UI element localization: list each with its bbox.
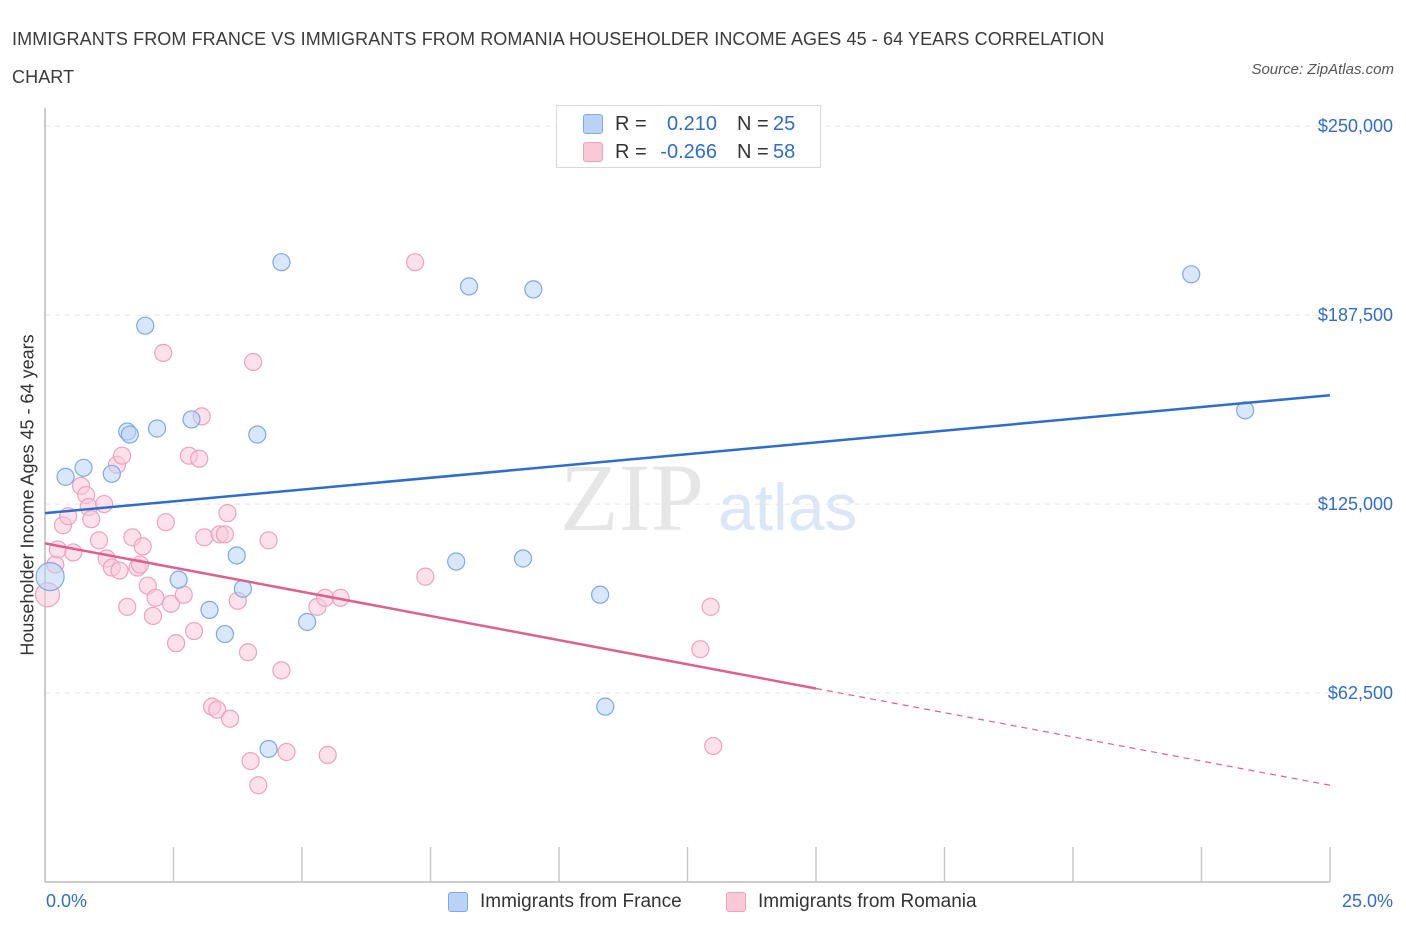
france-point xyxy=(596,697,615,716)
legend-row-france: R = 0.210 N = 25 xyxy=(583,111,795,137)
y-tick-label: $250,000 xyxy=(1318,116,1393,136)
y-tick-label: $62,500 xyxy=(1328,683,1393,703)
romania-point xyxy=(208,700,227,719)
romania-point xyxy=(704,736,723,756)
france-legend-swatch xyxy=(448,892,468,912)
romania-point xyxy=(259,531,278,550)
france-point xyxy=(447,552,466,571)
france-point xyxy=(248,425,267,444)
france-point xyxy=(74,458,93,477)
romania-point xyxy=(154,343,173,362)
france-point xyxy=(1182,265,1201,284)
france-point xyxy=(259,739,278,759)
france-point xyxy=(200,600,219,619)
france-point xyxy=(56,467,75,486)
y-axis-label: Householder Income Ages 45 - 64 years xyxy=(17,334,38,656)
romania-swatch xyxy=(583,142,603,162)
france-legend-label: Immigrants from France xyxy=(480,891,682,912)
romania-point xyxy=(82,510,101,529)
france-swatch xyxy=(583,114,603,134)
romania-trend-extension xyxy=(815,687,1331,786)
france-point xyxy=(272,253,291,272)
romania-point xyxy=(318,745,337,765)
romania-point xyxy=(701,597,720,616)
romania-point xyxy=(112,446,132,465)
france-point xyxy=(227,546,246,565)
bottom-legend-romania[interactable]: Immigrants from Romania xyxy=(726,889,977,915)
romania-point xyxy=(195,528,214,547)
romania-point xyxy=(133,537,152,556)
romania-point xyxy=(156,513,175,532)
france-point xyxy=(459,277,479,296)
france-point xyxy=(120,425,139,444)
trend-lines xyxy=(44,393,1331,786)
romania-point xyxy=(215,525,234,544)
france-point xyxy=(169,570,188,589)
romania-point xyxy=(146,588,165,607)
romania-point xyxy=(249,776,268,795)
romania-point xyxy=(218,504,237,523)
france-r-value: 0.210 xyxy=(666,112,717,135)
chart-title: IMMIGRANTS FROM FRANCE VS IMMIGRANTS FRO… xyxy=(12,29,1105,87)
france-point xyxy=(215,624,234,644)
france-point xyxy=(524,280,543,299)
france-trend-line xyxy=(44,393,1331,515)
romania-point xyxy=(272,661,291,680)
romania-legend-swatch xyxy=(726,892,746,912)
romania-r-value: -0.266 xyxy=(660,140,717,163)
romania-point xyxy=(277,742,296,762)
romania-point xyxy=(184,621,204,641)
y-tick-label: $187,500 xyxy=(1318,305,1393,325)
legend-row-romania: R = -0.266 N = 58 xyxy=(583,139,795,165)
france-point xyxy=(147,419,167,438)
correlation-legend: R = 0.210 N = 25 R = -0.266 N = 58 xyxy=(556,105,821,168)
romania-point xyxy=(161,594,181,613)
romania-point xyxy=(416,567,435,586)
romania-point xyxy=(220,709,240,728)
watermark-zip: ZIP xyxy=(560,444,704,551)
france-point xyxy=(298,612,317,632)
romania-point xyxy=(143,606,163,626)
axes xyxy=(44,108,1331,883)
watermark-atlas: atlas xyxy=(718,470,857,544)
romania-point xyxy=(166,634,186,653)
france-point xyxy=(102,464,121,483)
y-tick-label: $125,000 xyxy=(1318,494,1393,514)
romania-legend-label: Immigrants from Romania xyxy=(758,891,977,912)
romania-point xyxy=(89,531,109,550)
romania-point xyxy=(110,561,129,580)
y-tick-labels: $62,500 $125,000 $187,500 $250,000 xyxy=(1318,116,1393,703)
x-tick-label-min: 0.0% xyxy=(46,891,88,911)
romania-point xyxy=(118,597,137,616)
romania-point xyxy=(238,643,258,662)
romania-n-value: 58 xyxy=(773,140,796,163)
france-point xyxy=(35,562,65,592)
bottom-legend-france[interactable]: Immigrants from France xyxy=(448,889,682,915)
romania-point xyxy=(174,585,193,604)
x-tick-label-max: 25.0% xyxy=(1341,891,1393,911)
source-label: Source: ZipAtlas.com xyxy=(1251,61,1394,78)
romania-point xyxy=(244,352,263,372)
france-points xyxy=(35,253,1255,759)
romania-n-label: N = xyxy=(737,140,769,163)
france-point xyxy=(591,585,610,604)
france-n-value: 25 xyxy=(773,112,796,135)
france-point xyxy=(182,410,201,429)
romania-trend-line xyxy=(44,542,817,690)
romania-point xyxy=(405,253,425,272)
romania-point xyxy=(130,555,150,574)
romania-point xyxy=(95,494,114,514)
romania-point xyxy=(190,449,209,468)
romania-point xyxy=(691,640,710,659)
romania-r-label: R = xyxy=(615,140,647,163)
watermark: ZIP atlas xyxy=(560,444,857,551)
france-n-label: N = xyxy=(737,112,769,135)
france-point xyxy=(136,316,155,335)
romania-point xyxy=(241,751,260,771)
france-r-label: R = xyxy=(615,112,647,135)
france-point xyxy=(513,549,533,568)
